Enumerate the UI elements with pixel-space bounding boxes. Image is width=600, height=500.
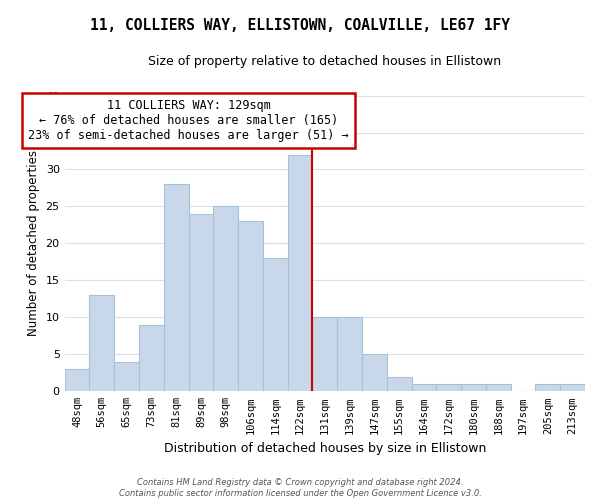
Bar (164, 184, 188, 392)
Bar (188, 214, 213, 392)
Bar (412, 384, 436, 392)
Text: 11 COLLIERS WAY: 129sqm
← 76% of detached houses are smaller (165)
23% of semi-d: 11 COLLIERS WAY: 129sqm ← 76% of detache… (28, 100, 349, 142)
Bar (213, 206, 238, 392)
Bar (337, 318, 362, 392)
Bar (486, 384, 511, 392)
Bar (387, 376, 412, 392)
Y-axis label: Number of detached properties: Number of detached properties (27, 150, 40, 336)
Bar (461, 384, 486, 392)
Bar (114, 362, 139, 392)
Bar (89, 295, 114, 392)
Text: Contains HM Land Registry data © Crown copyright and database right 2024.
Contai: Contains HM Land Registry data © Crown c… (119, 478, 481, 498)
Bar (313, 318, 337, 392)
Bar (436, 384, 461, 392)
Bar (263, 258, 287, 392)
Text: 11, COLLIERS WAY, ELLISTOWN, COALVILLE, LE67 1FY: 11, COLLIERS WAY, ELLISTOWN, COALVILLE, … (90, 18, 510, 32)
Bar (139, 325, 164, 392)
Bar (238, 221, 263, 392)
Bar (560, 384, 585, 392)
Bar (65, 369, 89, 392)
Title: Size of property relative to detached houses in Ellistown: Size of property relative to detached ho… (148, 55, 502, 68)
Bar (287, 154, 313, 392)
X-axis label: Distribution of detached houses by size in Ellistown: Distribution of detached houses by size … (164, 442, 486, 455)
Bar (362, 354, 387, 392)
Bar (535, 384, 560, 392)
